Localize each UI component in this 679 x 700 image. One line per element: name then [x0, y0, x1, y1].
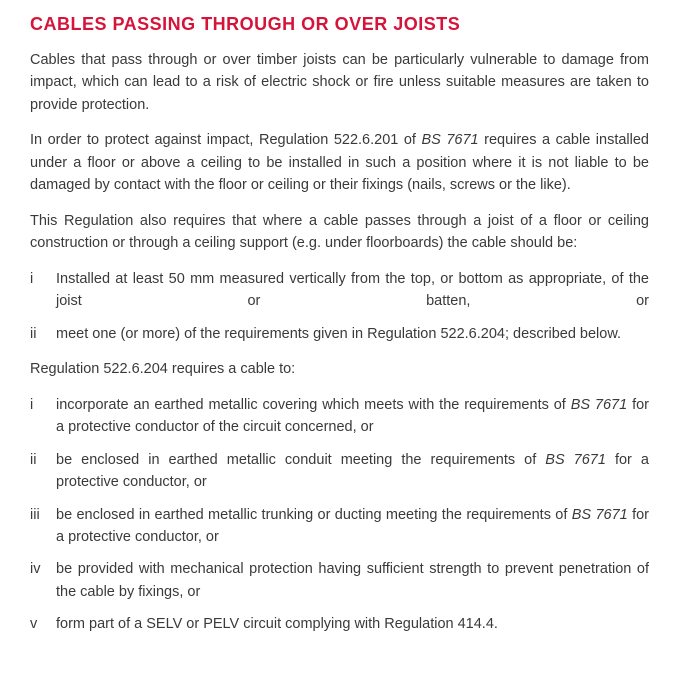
- list-item: iii be enclosed in earthed metallic trun…: [30, 504, 649, 549]
- list-text: be enclosed in earthed metallic conduit …: [56, 452, 649, 490]
- list-marker: iv: [30, 558, 40, 580]
- text-span: be enclosed in earthed metallic trunking…: [56, 507, 572, 523]
- list-item: ii be enclosed in earthed metallic condu…: [30, 449, 649, 494]
- requirements-list-1: i Installed at least 50 mm measured vert…: [30, 268, 649, 345]
- paragraph-joist-intro: This Regulation also requires that where…: [30, 210, 649, 255]
- paragraph-intro: Cables that pass through or over timber …: [30, 49, 649, 116]
- list-text: Installed at least 50 mm measured vertic…: [56, 271, 649, 309]
- list-item: ii meet one (or more) of the requirement…: [30, 323, 649, 345]
- list-item: v form part of a SELV or PELV circuit co…: [30, 613, 649, 635]
- text-span: incorporate an earthed metallic covering…: [56, 397, 571, 413]
- list-marker: ii: [30, 449, 36, 471]
- list-text: incorporate an earthed metallic covering…: [56, 397, 649, 435]
- list-text: meet one (or more) of the requirements g…: [56, 326, 621, 342]
- list-marker: i: [30, 268, 33, 290]
- paragraph-204-intro: Regulation 522.6.204 requires a cable to…: [30, 358, 649, 380]
- standard-ref: BS 7671: [421, 132, 478, 148]
- list-item: i Installed at least 50 mm measured vert…: [30, 268, 649, 313]
- list-item: iv be provided with mechanical protectio…: [30, 558, 649, 603]
- text-span: In order to protect against impact, Regu…: [30, 132, 421, 148]
- standard-ref: BS 7671: [571, 397, 627, 413]
- standard-ref: BS 7671: [572, 507, 628, 523]
- requirements-list-2: i incorporate an earthed metallic coveri…: [30, 394, 649, 636]
- list-marker: i: [30, 394, 33, 416]
- list-text: form part of a SELV or PELV circuit comp…: [56, 616, 498, 632]
- paragraph-regulation-201: In order to protect against impact, Regu…: [30, 129, 649, 196]
- section-heading: CABLES PASSING THROUGH OR OVER JOISTS: [30, 14, 649, 35]
- standard-ref: BS 7671: [545, 452, 606, 468]
- list-marker: v: [30, 613, 37, 635]
- list-text: be provided with mechanical protection h…: [56, 561, 649, 599]
- list-marker: ii: [30, 323, 36, 345]
- list-text: be enclosed in earthed metallic trunking…: [56, 507, 649, 545]
- text-span: be enclosed in earthed metallic conduit …: [56, 452, 545, 468]
- list-marker: iii: [30, 504, 40, 526]
- list-item: i incorporate an earthed metallic coveri…: [30, 394, 649, 439]
